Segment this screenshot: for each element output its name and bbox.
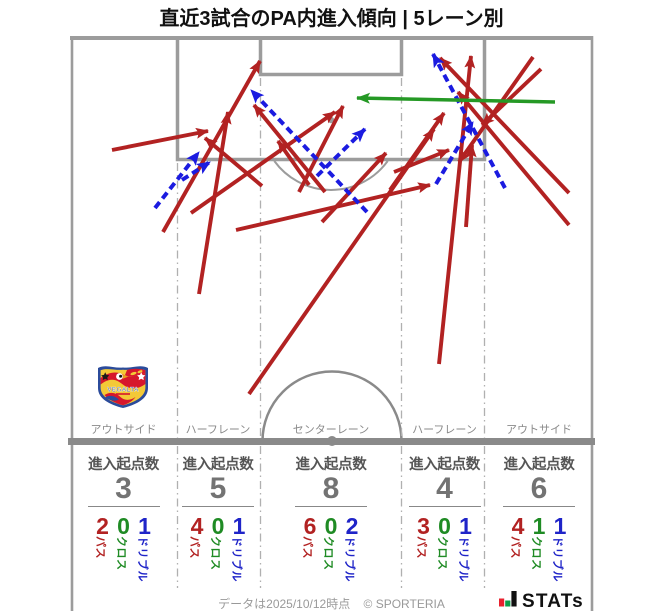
svg-text:VEGALTA: VEGALTA [107, 387, 139, 394]
